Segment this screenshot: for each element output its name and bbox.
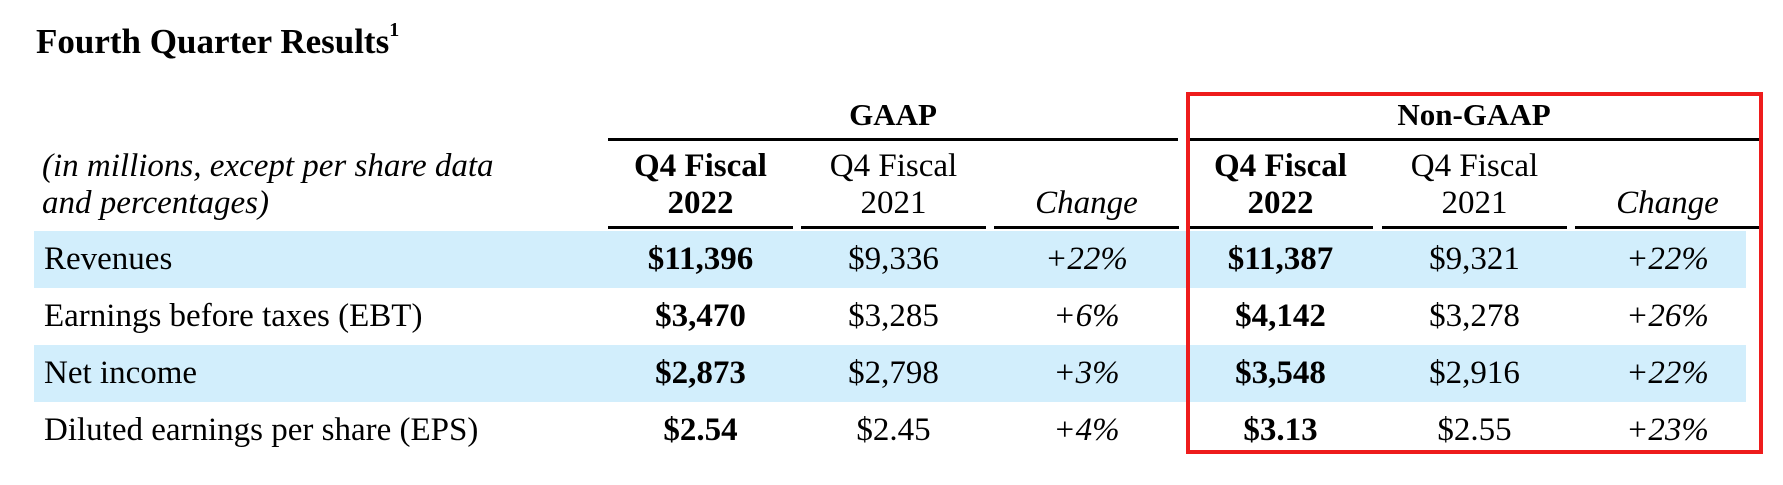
col-rule [608,226,793,229]
cell-gaap-change: +4% [1053,412,1120,448]
group-header-gaap: GAAP [849,97,937,132]
row-label: Net income [44,355,198,391]
col-header-line-2: 2022 [1247,185,1314,221]
description-line-1: (in millions, except per share data [42,148,494,184]
col-header-gaap-q4-2021: Q4 Fiscal 2021 [801,148,986,222]
cell-gaap-q4-2021: $2.45 [856,412,931,448]
col-header-non-gaap-q4-2022: Q4 Fiscal 2022 [1188,148,1373,222]
cell-non-gaap-q4-2021: $9,321 [1429,241,1520,277]
description-line-2: and percentages) [42,185,269,221]
cell-non-gaap-change: +23% [1626,412,1709,448]
cell-non-gaap-q4-2022: $3,548 [1235,355,1326,391]
col-rule [801,226,986,229]
cell-gaap-change: +6% [1053,298,1120,334]
cell-non-gaap-change: +26% [1626,298,1709,334]
table-row-eps: Diluted earnings per share (EPS) $2.54 $… [34,402,1746,459]
title-text: Fourth Quarter Results [36,22,390,61]
col-header-line-2: 2022 [667,185,734,221]
col-header-line-1: Q4 Fiscal [1214,148,1347,184]
cell-non-gaap-q4-2022: $11,387 [1227,241,1334,277]
col-header-non-gaap-change: Change [1616,185,1719,221]
col-header-line-2: 2021 [1441,185,1508,221]
cell-gaap-q4-2021: $2,798 [848,355,939,391]
group-rule-non-gaap [1188,138,1760,141]
col-header-gaap-q4-2022: Q4 Fiscal 2022 [608,148,793,222]
group-header-non-gaap: Non-GAAP [1397,97,1551,132]
title-footnote: 1 [389,19,400,42]
cell-gaap-q4-2022: $2,873 [655,355,746,391]
row-label: Revenues [44,241,173,277]
cell-non-gaap-q4-2021: $2.55 [1437,412,1512,448]
cell-gaap-q4-2022: $3,470 [655,298,746,334]
row-label: Diluted earnings per share (EPS) [44,412,479,448]
cell-gaap-q4-2022: $11,396 [647,241,754,277]
cell-gaap-change: +3% [1053,355,1120,391]
col-header-gaap-change: Change [1035,185,1138,221]
cell-non-gaap-change: +22% [1626,241,1709,277]
table-row-ebt: Earnings before taxes (EBT) $3,470 $3,28… [34,288,1746,345]
cell-non-gaap-change: +22% [1626,355,1709,391]
col-header-line-1: Q4 Fiscal [634,148,767,184]
col-rule [1575,226,1760,229]
table-description: (in millions, except per share data and … [42,148,494,222]
col-rule [994,226,1179,229]
cell-non-gaap-q4-2021: $3,278 [1429,298,1520,334]
cell-non-gaap-q4-2021: $2,916 [1429,355,1520,391]
col-rule [1188,226,1373,229]
table-row-net-income: Net income $2,873 $2,798 +3% $3,548 $2,9… [34,345,1746,402]
group-rule-gaap [608,138,1178,141]
col-header-line-1: Q4 Fiscal [829,148,958,184]
page-title: Fourth Quarter Results1 [36,19,400,62]
cell-non-gaap-q4-2022: $3.13 [1243,412,1318,448]
cell-gaap-q4-2021: $9,336 [848,241,939,277]
col-header-line-2: 2021 [860,185,927,221]
table-row-revenues: Revenues $11,396 $9,336 +22% $11,387 $9,… [34,231,1746,288]
cell-gaap-q4-2022: $2.54 [663,412,738,448]
col-header-line-1: Q4 Fiscal [1410,148,1539,184]
cell-gaap-change: +22% [1045,241,1128,277]
cell-gaap-q4-2021: $3,285 [848,298,939,334]
col-header-non-gaap-q4-2021: Q4 Fiscal 2021 [1382,148,1567,222]
col-rule [1382,226,1567,229]
row-label: Earnings before taxes (EBT) [44,298,423,334]
cell-non-gaap-q4-2022: $4,142 [1235,298,1326,334]
